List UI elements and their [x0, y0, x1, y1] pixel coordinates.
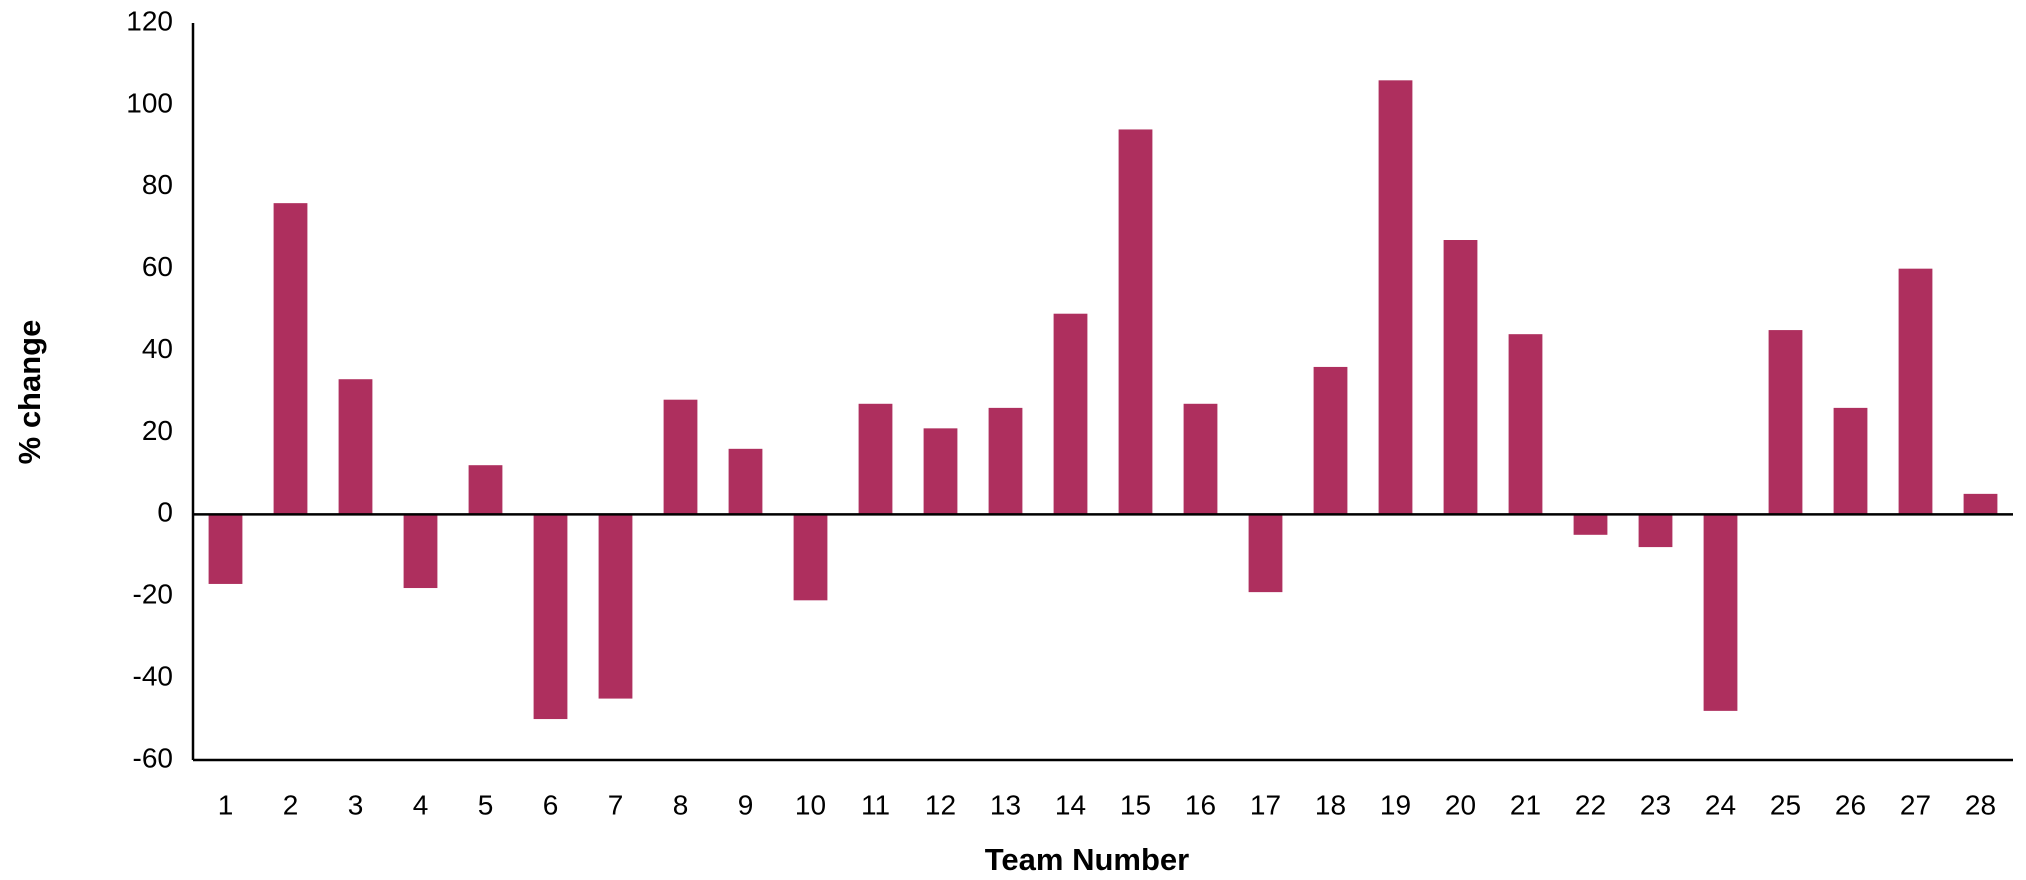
x-tick-label: 28: [1965, 789, 1996, 820]
bar: [208, 514, 243, 584]
bar: [1378, 80, 1413, 515]
x-tick-label: 13: [990, 789, 1021, 820]
x-tick-label: 22: [1575, 789, 1606, 820]
bar: [1898, 268, 1933, 515]
bar: [533, 514, 568, 720]
x-tick-label: 26: [1835, 789, 1866, 820]
x-axis-title: Team Number: [985, 842, 1189, 877]
bar: [793, 514, 828, 601]
x-tick-label: 16: [1185, 789, 1216, 820]
x-tick-label: 19: [1380, 789, 1411, 820]
x-tick-label: 4: [413, 789, 429, 820]
y-tick-label: -40: [133, 661, 173, 692]
y-tick-label: 100: [126, 87, 173, 118]
x-tick-label: 21: [1510, 789, 1541, 820]
bar: [1313, 366, 1348, 515]
x-tick-label: 8: [673, 789, 689, 820]
x-tick-label: 9: [738, 789, 754, 820]
y-tick-label: 20: [142, 415, 173, 446]
bar: [598, 514, 633, 699]
y-tick-label: 80: [142, 169, 173, 200]
x-tick-label: 23: [1640, 789, 1671, 820]
x-tick-label: 3: [348, 789, 364, 820]
bar: [858, 403, 893, 515]
bar: [728, 448, 763, 515]
bar: [1118, 129, 1153, 515]
x-tick-label: 6: [543, 789, 559, 820]
x-tick-label: 1: [218, 789, 234, 820]
y-axis-title: % change: [12, 320, 47, 465]
bar: [1768, 330, 1803, 515]
bar: [663, 399, 698, 515]
x-tick-label: 18: [1315, 789, 1346, 820]
x-tick-label: 20: [1445, 789, 1476, 820]
x-tick-label: 7: [608, 789, 624, 820]
bar: [1703, 514, 1738, 711]
bar: [468, 465, 503, 515]
bar: [1443, 240, 1478, 515]
y-tick-label: 40: [142, 333, 173, 364]
y-tick-label: 120: [126, 5, 173, 36]
x-tick-label: 17: [1250, 789, 1281, 820]
x-tick-label: 15: [1120, 789, 1151, 820]
y-tick-label: 0: [157, 497, 173, 528]
bar: [1053, 313, 1088, 515]
bar: [1248, 514, 1283, 593]
bar: [338, 379, 373, 515]
bar: [1508, 334, 1543, 515]
bar: [1833, 407, 1868, 515]
bar: [1638, 514, 1673, 548]
x-tick-label: 2: [283, 789, 299, 820]
bar: [273, 203, 308, 515]
x-tick-label: 11: [861, 789, 890, 820]
x-tick-label: 24: [1705, 789, 1736, 820]
x-tick-label: 5: [478, 789, 494, 820]
x-tick-label: 25: [1770, 789, 1801, 820]
x-tick-label: 14: [1055, 789, 1086, 820]
y-tick-label: -60: [133, 742, 173, 773]
y-tick-label: -20: [133, 579, 173, 610]
bar: [403, 514, 438, 589]
bar: [1573, 514, 1608, 535]
bar: [1963, 493, 1998, 515]
bar: [923, 428, 958, 515]
x-tick-label: 12: [925, 789, 956, 820]
y-tick-label: 60: [142, 251, 173, 282]
bar: [1183, 403, 1218, 515]
x-tick-label: 27: [1900, 789, 1931, 820]
x-tick-label: 10: [795, 789, 826, 820]
bar: [988, 407, 1023, 515]
